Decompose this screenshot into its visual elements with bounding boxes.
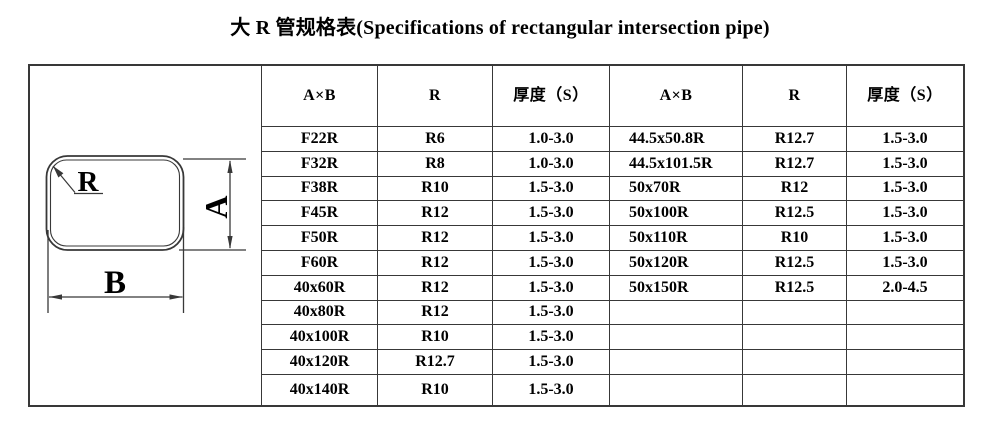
table-cell: R12.7: [743, 151, 847, 177]
table-cell: R12: [743, 176, 847, 202]
table-cell: 1.5-3.0: [847, 201, 963, 227]
table-cell: [847, 375, 963, 405]
table-cell: 1.5-3.0: [847, 251, 963, 276]
table-cell: F22R: [262, 127, 378, 152]
table-cell: 1.0-3.0: [493, 151, 610, 177]
table-cell: 50x110R: [610, 226, 743, 251]
pipe-diagram-svg: R A B: [45, 155, 246, 313]
table-cell: 50x120R: [610, 250, 743, 276]
dim-a-extension-lines: [179, 158, 246, 251]
pipe-inner-wall: [49, 159, 181, 247]
table-cell: 40x80R: [262, 300, 378, 326]
table-cell: 44.5x50.8R: [610, 127, 743, 152]
dim-a-arrow-down: [227, 236, 233, 249]
table-cell: 1.5-3.0: [493, 226, 610, 251]
table-cell: [610, 374, 743, 405]
table-cell: 50x150R: [610, 275, 743, 301]
table-cell: 1.5-3.0: [493, 201, 610, 227]
page-title: 大 R 管规格表(Specifications of rectangular i…: [230, 17, 770, 39]
column-header-thickness-left: 厚度（S）: [493, 66, 610, 127]
table-cell: [610, 350, 743, 375]
table-cell: F60R: [262, 250, 378, 276]
table-cell: R12.5: [743, 201, 847, 227]
table-cell: R10: [378, 374, 493, 405]
dim-b-arrow-left: [49, 294, 62, 300]
table-cell: R12.7: [378, 350, 493, 375]
table-cell: 1.0-3.0: [493, 127, 610, 152]
table-cell: [743, 325, 847, 351]
table-cell: 40x100R: [262, 325, 378, 351]
table-cell: 50x70R: [610, 176, 743, 202]
table-cell: R12: [378, 275, 493, 301]
width-label: B: [104, 265, 126, 301]
height-label: A: [198, 195, 234, 218]
dim-b-extension-lines: [47, 227, 185, 313]
radius-arrow: [53, 166, 64, 178]
table-cell: R12: [378, 300, 493, 326]
table-cell: [743, 374, 847, 405]
pipe-cross-section-diagram: R A B: [30, 66, 262, 405]
table-cell: R12: [378, 201, 493, 227]
table-cell: F50R: [262, 226, 378, 251]
dim-a-arrow-up: [227, 160, 233, 173]
table-cell: 1.5-3.0: [493, 325, 610, 351]
pipe-outer-wall: [45, 155, 185, 251]
radius-label: R: [78, 166, 100, 198]
table-cell: R10: [378, 325, 493, 351]
table-cell: 1.5-3.0: [493, 350, 610, 375]
table-cell: 1.5-3.0: [847, 127, 963, 152]
table-cell: 2.0-4.5: [847, 276, 963, 301]
table-cell: [847, 301, 963, 326]
table-cell: [743, 350, 847, 375]
table-cell: [610, 300, 743, 326]
column-header-r-right: R: [743, 66, 847, 127]
table-cell: 1.5-3.0: [847, 152, 963, 177]
column-header-axb-right: A×B: [610, 66, 743, 127]
table-cell: R12: [378, 226, 493, 251]
table-cell: R6: [378, 127, 493, 152]
table-cell: R10: [378, 176, 493, 202]
table-cell: [847, 350, 963, 375]
table-cell: 1.5-3.0: [493, 275, 610, 301]
table-cell: R8: [378, 151, 493, 177]
table-cell: 50x100R: [610, 201, 743, 227]
table-cell: R12: [378, 250, 493, 276]
table-cell: 40x60R: [262, 275, 378, 301]
table-cell: 1.5-3.0: [493, 374, 610, 405]
dim-b-arrow-right: [169, 294, 183, 300]
table-cell: [610, 325, 743, 351]
table-cell: R12.5: [743, 275, 847, 301]
table-cell: 1.5-3.0: [493, 250, 610, 276]
column-header-thickness-right: 厚度（S）: [847, 66, 963, 127]
table-cell: 1.5-3.0: [493, 300, 610, 326]
table-cell: [743, 300, 847, 326]
spec-table: R A B A×B R 厚度（S） A×B R 厚度（S） F22R R6 1.…: [28, 64, 965, 407]
column-header-axb-left: A×B: [262, 66, 378, 127]
table-cell: F32R: [262, 151, 378, 177]
table-cell: 1.5-3.0: [847, 177, 963, 202]
column-header-r-left: R: [378, 66, 493, 127]
table-cell: 40x140R: [262, 374, 378, 405]
table-cell: 40x120R: [262, 350, 378, 375]
table-cell: [847, 325, 963, 351]
table-cell: R12.7: [743, 127, 847, 152]
table-cell: 1.5-3.0: [493, 176, 610, 202]
table-cell: 1.5-3.0: [847, 226, 963, 251]
table-cell: R12.5: [743, 250, 847, 276]
table-cell: 44.5x101.5R: [610, 151, 743, 177]
table-cell: F38R: [262, 176, 378, 202]
table-cell: R10: [743, 226, 847, 251]
table-cell: F45R: [262, 201, 378, 227]
